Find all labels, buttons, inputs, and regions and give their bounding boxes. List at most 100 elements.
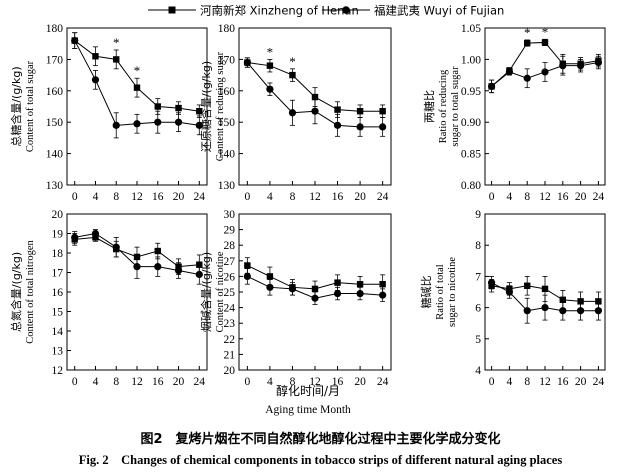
significance-marker: *	[113, 35, 120, 50]
y-tick-label: 25	[224, 287, 236, 299]
y-tick-label: 170	[46, 54, 64, 66]
data-point-circle	[195, 121, 203, 129]
x-tick-label: 4	[267, 191, 273, 203]
series	[488, 55, 603, 94]
data-point-square	[175, 104, 182, 112]
series	[71, 32, 203, 139]
data-point-circle	[523, 74, 531, 82]
data-point-square	[541, 285, 549, 293]
y-tick-label: 27	[224, 256, 236, 268]
data-point-circle	[356, 289, 364, 298]
figure-canvas: 河南新郑 Xinzheng of Henan 福建武夷 Wuyi of Fujia…	[9, 4, 606, 416]
x-tick-label: 20	[354, 376, 366, 388]
y-axis-label-cn: 总糖含量/(g/kg)	[9, 66, 23, 146]
data-point-circle	[174, 118, 183, 126]
x-tick-label: 4	[93, 191, 99, 203]
data-point-circle	[91, 76, 100, 84]
y-axis-label-cn: 还原糖含量/(g/kg)	[199, 61, 213, 152]
x-axis-label-cn: 醇化时间/月	[276, 383, 340, 398]
y-tick-label: 1.00	[461, 54, 481, 66]
y-tick-label: 12	[52, 365, 64, 377]
y-tick-label: 130	[46, 180, 64, 192]
y-axis-label-cn: 两糖比	[422, 90, 436, 123]
y-axis-label-cn: 总氮含量/(g/kg)	[9, 252, 23, 332]
data-point-circle	[559, 307, 567, 315]
data-point-circle	[577, 62, 585, 70]
data-point-circle	[174, 266, 183, 275]
x-tick-label: 20	[173, 191, 185, 203]
chart-panel: 0.80 0.85 0.90 0.95 1.00 1.05 0 4 8 12 16 20 24 两糖比 Ra…	[422, 23, 606, 203]
y-tick-label: 160	[46, 86, 64, 98]
x-tick-label: 8	[290, 376, 296, 388]
figure-caption-cn: 图2 复烤片烟在不同自然醇化地醇化过程中主要化学成分变化	[140, 432, 501, 447]
y-tick-label: 21	[224, 349, 236, 361]
y-tick-label: 6	[475, 303, 481, 315]
y-tick-label: 23	[224, 318, 236, 330]
data-point-circle	[288, 109, 297, 117]
y-tick-label: 16	[52, 287, 64, 299]
data-point-square	[196, 108, 203, 115]
y-tick-label: 30	[224, 209, 236, 221]
data-point-circle	[133, 120, 141, 128]
legend-label: 福建武夷 Wuyi of Fujian	[374, 4, 504, 18]
data-point-circle	[333, 121, 342, 129]
x-tick-label: 12	[131, 191, 143, 203]
data-point-circle	[243, 272, 251, 280]
data-point-square	[154, 103, 161, 110]
x-tick-label: 0	[244, 191, 250, 203]
y-tick-label: 28	[224, 240, 236, 252]
data-point-square	[266, 62, 274, 69]
series	[243, 57, 387, 137]
data-point-square	[334, 279, 341, 286]
data-point-square	[133, 84, 141, 91]
y-tick-label: 7	[475, 271, 481, 283]
data-point-circle	[133, 263, 141, 271]
data-point-circle	[154, 118, 162, 126]
series	[243, 268, 387, 305]
data-point-circle	[71, 36, 79, 45]
x-tick-label: 0	[489, 376, 495, 388]
data-point-square	[524, 282, 531, 289]
data-point-square	[379, 281, 386, 288]
y-tick-label: 0.90	[461, 117, 481, 129]
data-point-circle	[577, 307, 585, 315]
x-tick-label: 4	[267, 376, 273, 388]
y-tick-label: 1.05	[461, 23, 481, 35]
y-tick-label: 140	[46, 149, 64, 161]
data-point-square	[356, 281, 364, 288]
data-point-square	[541, 39, 549, 46]
data-point-circle	[154, 263, 162, 271]
x-tick-label: 8	[113, 376, 119, 388]
data-point-circle	[311, 294, 319, 302]
data-point-square	[154, 247, 161, 255]
y-axis-label-en: Content of nicotine	[215, 251, 226, 332]
data-point-circle	[523, 307, 531, 315]
x-tick-label: 0	[72, 376, 78, 388]
x-tick-label: 0	[244, 376, 250, 388]
data-point-square	[356, 108, 364, 115]
data-point-circle	[91, 229, 100, 238]
data-point-circle	[505, 288, 513, 296]
x-tick-label: 24	[194, 376, 206, 388]
data-point-circle	[559, 62, 567, 70]
data-point-square	[334, 106, 341, 113]
y-axis-label-cn: 糖碱比	[419, 276, 433, 309]
x-tick-label: 12	[539, 191, 551, 203]
data-point-square	[92, 53, 99, 60]
data-point-circle	[195, 270, 203, 279]
y-tick-label: 0.80	[461, 180, 481, 192]
significance-marker: *	[524, 25, 531, 40]
x-tick-label: 12	[309, 191, 321, 203]
data-point-circle	[379, 123, 387, 131]
data-point-circle	[266, 85, 274, 93]
plot-frame	[484, 27, 606, 186]
significance-marker: *	[134, 63, 141, 78]
x-tick-label: 16	[152, 376, 164, 388]
y-tick-label: 180	[46, 23, 64, 35]
data-point-square	[289, 71, 296, 79]
data-point-circle	[505, 68, 513, 76]
data-point-square	[311, 93, 319, 101]
data-point-square	[524, 39, 531, 47]
x-tick-label: 16	[557, 376, 569, 388]
